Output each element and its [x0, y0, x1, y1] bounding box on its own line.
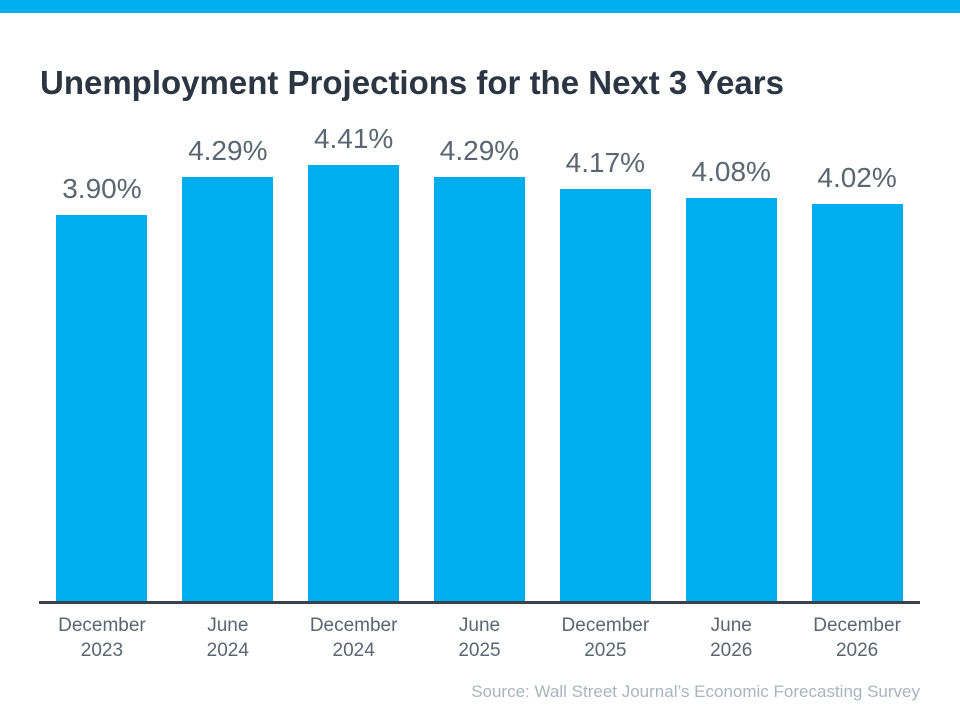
bar: [182, 177, 274, 601]
bar-value-label: 4.41%: [313, 123, 394, 154]
bar-value-label: 4.29%: [439, 135, 520, 166]
bar: [811, 204, 903, 601]
bar-value-label: 4.17%: [565, 147, 646, 178]
bar-column: 3.90%: [39, 120, 165, 601]
x-axis-labels: December 2023 June 2024 December 2024 June 2025…: [39, 613, 920, 663]
source-credit: Source: Wall Street Journal’s Economic F…: [471, 682, 920, 701]
page-title: Unemployment Projections for the Next 3 …: [40, 64, 784, 102]
bar: [56, 215, 148, 601]
x-tick-label: December 2024: [291, 613, 417, 663]
x-tick-month: December: [309, 615, 398, 636]
bar: [685, 198, 777, 601]
bar-value-label: 4.29%: [188, 135, 268, 166]
x-tick-month: June: [710, 615, 752, 636]
bar-value-label: 4.02%: [817, 162, 897, 193]
x-tick-year: 2026: [710, 640, 753, 661]
bar-chart: 3.90% 4.29% 4.41% 4.29% 4.17% 4.08% 4.02%: [39, 120, 920, 601]
x-tick-label: December 2026: [794, 613, 920, 663]
x-tick-year: 2025: [458, 640, 501, 661]
x-tick-label: June 2025: [417, 613, 543, 663]
bar-value-label: 4.08%: [691, 156, 771, 187]
x-tick-month: June: [207, 615, 249, 636]
bar-column: 4.29%: [417, 120, 543, 601]
bar-value-label: 3.90%: [62, 173, 142, 204]
x-tick-year: 2024: [206, 640, 249, 661]
x-tick-month: June: [458, 615, 501, 636]
x-tick-label: December 2025: [542, 613, 668, 663]
bar-column: 4.17%: [542, 120, 668, 601]
x-tick-label: December 2023: [39, 613, 165, 663]
bar-column: 4.02%: [794, 120, 920, 601]
x-tick-year: 2026: [835, 640, 879, 661]
x-tick-year: 2023: [80, 640, 124, 661]
bar: [559, 189, 651, 601]
x-tick-month: December: [561, 615, 650, 636]
bar: [434, 177, 525, 601]
x-tick-month: December: [58, 615, 146, 636]
x-tick-year: 2025: [584, 640, 627, 661]
bar-column: 4.41%: [291, 120, 417, 601]
x-tick-year: 2024: [332, 640, 375, 661]
bar: [308, 165, 400, 601]
bar-column: 4.29%: [165, 120, 291, 601]
x-tick-label: June 2026: [668, 613, 794, 663]
x-axis-line: [39, 601, 920, 604]
x-tick-label: June 2024: [165, 613, 291, 663]
bar-column: 4.08%: [668, 120, 794, 601]
top-accent-bar: [0, 0, 960, 13]
x-tick-month: December: [813, 615, 901, 636]
